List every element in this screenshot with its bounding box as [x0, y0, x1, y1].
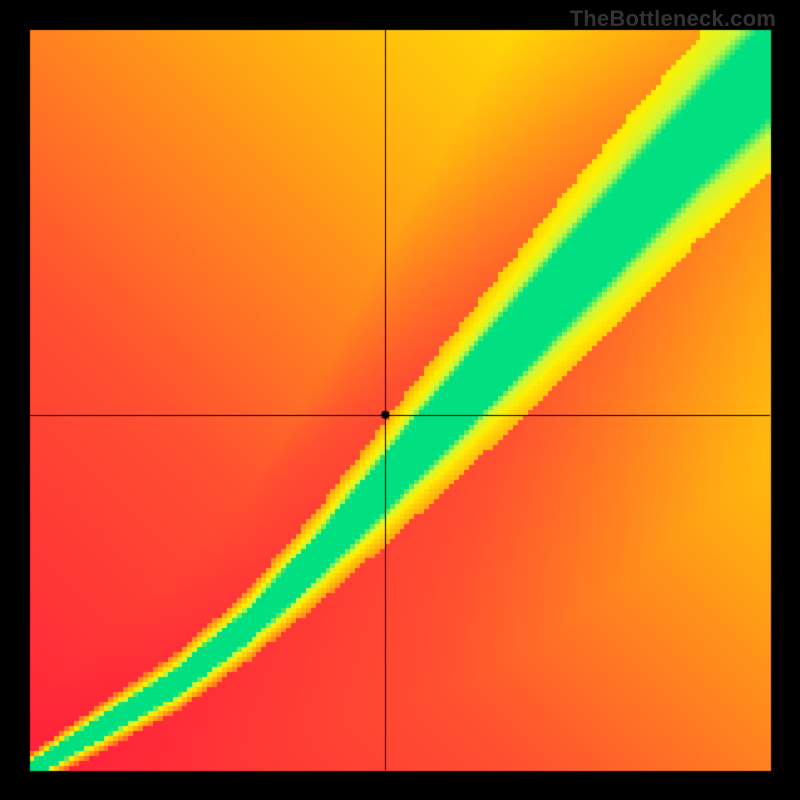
bottleneck-heatmap-canvas [0, 0, 800, 800]
watermark-text: TheBottleneck.com [570, 6, 776, 32]
chart-container: TheBottleneck.com [0, 0, 800, 800]
